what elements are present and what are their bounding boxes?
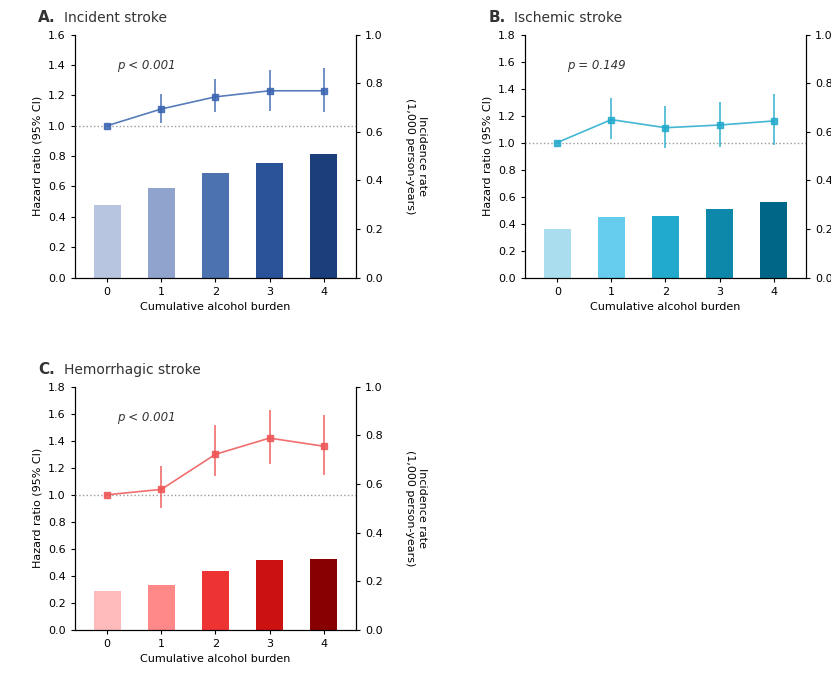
Text: Hemorrhagic stroke: Hemorrhagic stroke [63, 363, 200, 377]
Bar [148, 188, 175, 277]
Bar [706, 210, 733, 277]
Y-axis label: Hazard ratio (95% CI): Hazard ratio (95% CI) [32, 448, 42, 568]
Bar [94, 591, 120, 630]
Text: p = 0.149: p = 0.149 [567, 59, 626, 72]
Text: p < 0.001: p < 0.001 [117, 59, 175, 72]
Bar [310, 559, 337, 630]
Text: B.: B. [489, 10, 505, 25]
Text: C.: C. [38, 362, 55, 377]
Bar [202, 572, 229, 630]
Bar [202, 173, 229, 277]
Y-axis label: Incidence rate
(1,000 person-years): Incidence rate (1,000 person-years) [405, 450, 426, 567]
Bar [256, 163, 283, 277]
Bar [760, 202, 787, 277]
X-axis label: Cumulative alcohol burden: Cumulative alcohol burden [140, 655, 291, 664]
Text: Incident stroke: Incident stroke [63, 11, 166, 25]
Text: Ischemic stroke: Ischemic stroke [514, 11, 622, 25]
Y-axis label: Incidence rate
(1,000 person-years): Incidence rate (1,000 person-years) [405, 98, 426, 215]
X-axis label: Cumulative alcohol burden: Cumulative alcohol burden [590, 302, 740, 312]
X-axis label: Cumulative alcohol burden: Cumulative alcohol burden [140, 302, 291, 312]
Bar [652, 216, 679, 277]
Y-axis label: Hazard ratio (95% CI): Hazard ratio (95% CI) [32, 96, 42, 216]
Bar [310, 154, 337, 277]
Bar [597, 217, 625, 277]
Bar [94, 205, 120, 277]
Bar [256, 561, 283, 630]
Text: A.: A. [38, 10, 56, 25]
Text: p < 0.001: p < 0.001 [117, 411, 175, 424]
Bar [543, 229, 571, 277]
Bar [148, 585, 175, 630]
Y-axis label: Hazard ratio (95% CI): Hazard ratio (95% CI) [483, 96, 493, 216]
